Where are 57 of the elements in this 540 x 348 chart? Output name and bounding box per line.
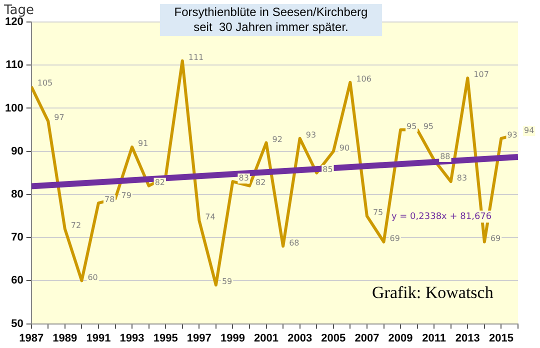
data-label: 68 bbox=[289, 238, 300, 248]
x-tick-label: 1995 bbox=[153, 332, 178, 344]
y-tick-label: 50 bbox=[11, 318, 24, 330]
x-tick-label: 1999 bbox=[220, 332, 245, 344]
x-tick-label: 2001 bbox=[254, 332, 279, 344]
data-label: 82 bbox=[154, 178, 166, 187]
data-label: 85 bbox=[322, 164, 333, 174]
data-label: 106 bbox=[356, 74, 372, 84]
data-label: 91 bbox=[138, 139, 148, 148]
y-tick-label: 110 bbox=[6, 59, 24, 72]
data-label: 59 bbox=[222, 277, 232, 286]
data-label: 111 bbox=[188, 52, 204, 62]
data-label: 88 bbox=[440, 152, 450, 162]
data-label: 69 bbox=[390, 234, 400, 243]
data-label: 95 bbox=[423, 122, 434, 131]
data-label: 69 bbox=[490, 234, 501, 243]
data-label: 97 bbox=[54, 113, 64, 122]
x-tick-label: 2015 bbox=[488, 332, 514, 344]
y-tick-label: 90 bbox=[11, 145, 24, 158]
data-label: 72 bbox=[70, 221, 82, 230]
x-tick-label: 1991 bbox=[86, 332, 111, 344]
data-label: 60 bbox=[88, 272, 98, 282]
data-label: 75 bbox=[372, 208, 384, 218]
x-tick-label: 2005 bbox=[321, 332, 346, 344]
x-tick-label: 1993 bbox=[120, 332, 144, 344]
data-label: 92 bbox=[272, 134, 282, 144]
data-label: 93 bbox=[306, 130, 316, 140]
x-tick-label: 1987 bbox=[19, 332, 44, 344]
x-tick-label: 2013 bbox=[455, 332, 480, 344]
data-label: 107 bbox=[474, 70, 489, 80]
data-label: 95 bbox=[406, 122, 417, 131]
annotation: Grafik: Kowatsch bbox=[372, 283, 494, 302]
x-tick-label: 2003 bbox=[288, 332, 312, 344]
data-label: 94 bbox=[524, 126, 534, 136]
data-label: 82 bbox=[256, 178, 266, 187]
x-tick-label: 2009 bbox=[388, 332, 413, 344]
y-tick-label: 100 bbox=[4, 102, 24, 114]
y-tick-label: 60 bbox=[11, 274, 24, 287]
data-label: 83 bbox=[238, 174, 249, 183]
x-tick-label: 2007 bbox=[354, 332, 380, 344]
data-label: 93 bbox=[507, 130, 518, 140]
y-axis-title: Tage bbox=[4, 3, 34, 18]
chart-title: Forsythienblüte in Seesen/Kirchberg bbox=[173, 5, 369, 20]
x-tick-label: 2011 bbox=[422, 332, 446, 344]
data-label: 90 bbox=[339, 143, 350, 152]
annotation: y = 0,2338x + 81,676 bbox=[391, 212, 492, 222]
data-label: 78 bbox=[104, 195, 115, 204]
data-label: 74 bbox=[205, 212, 216, 222]
y-tick-label: 70 bbox=[11, 232, 24, 244]
x-tick-label: 1989 bbox=[52, 332, 78, 344]
chart-subtitle: seit 30 Jahren immer später. bbox=[192, 20, 350, 35]
data-label: 83 bbox=[456, 174, 468, 183]
data-label: 105 bbox=[37, 78, 53, 88]
data-label: 79 bbox=[121, 190, 132, 200]
x-tick-label: 1997 bbox=[186, 332, 212, 344]
y-tick-label: 80 bbox=[11, 188, 24, 200]
y-tick-label: 120 bbox=[4, 16, 24, 28]
